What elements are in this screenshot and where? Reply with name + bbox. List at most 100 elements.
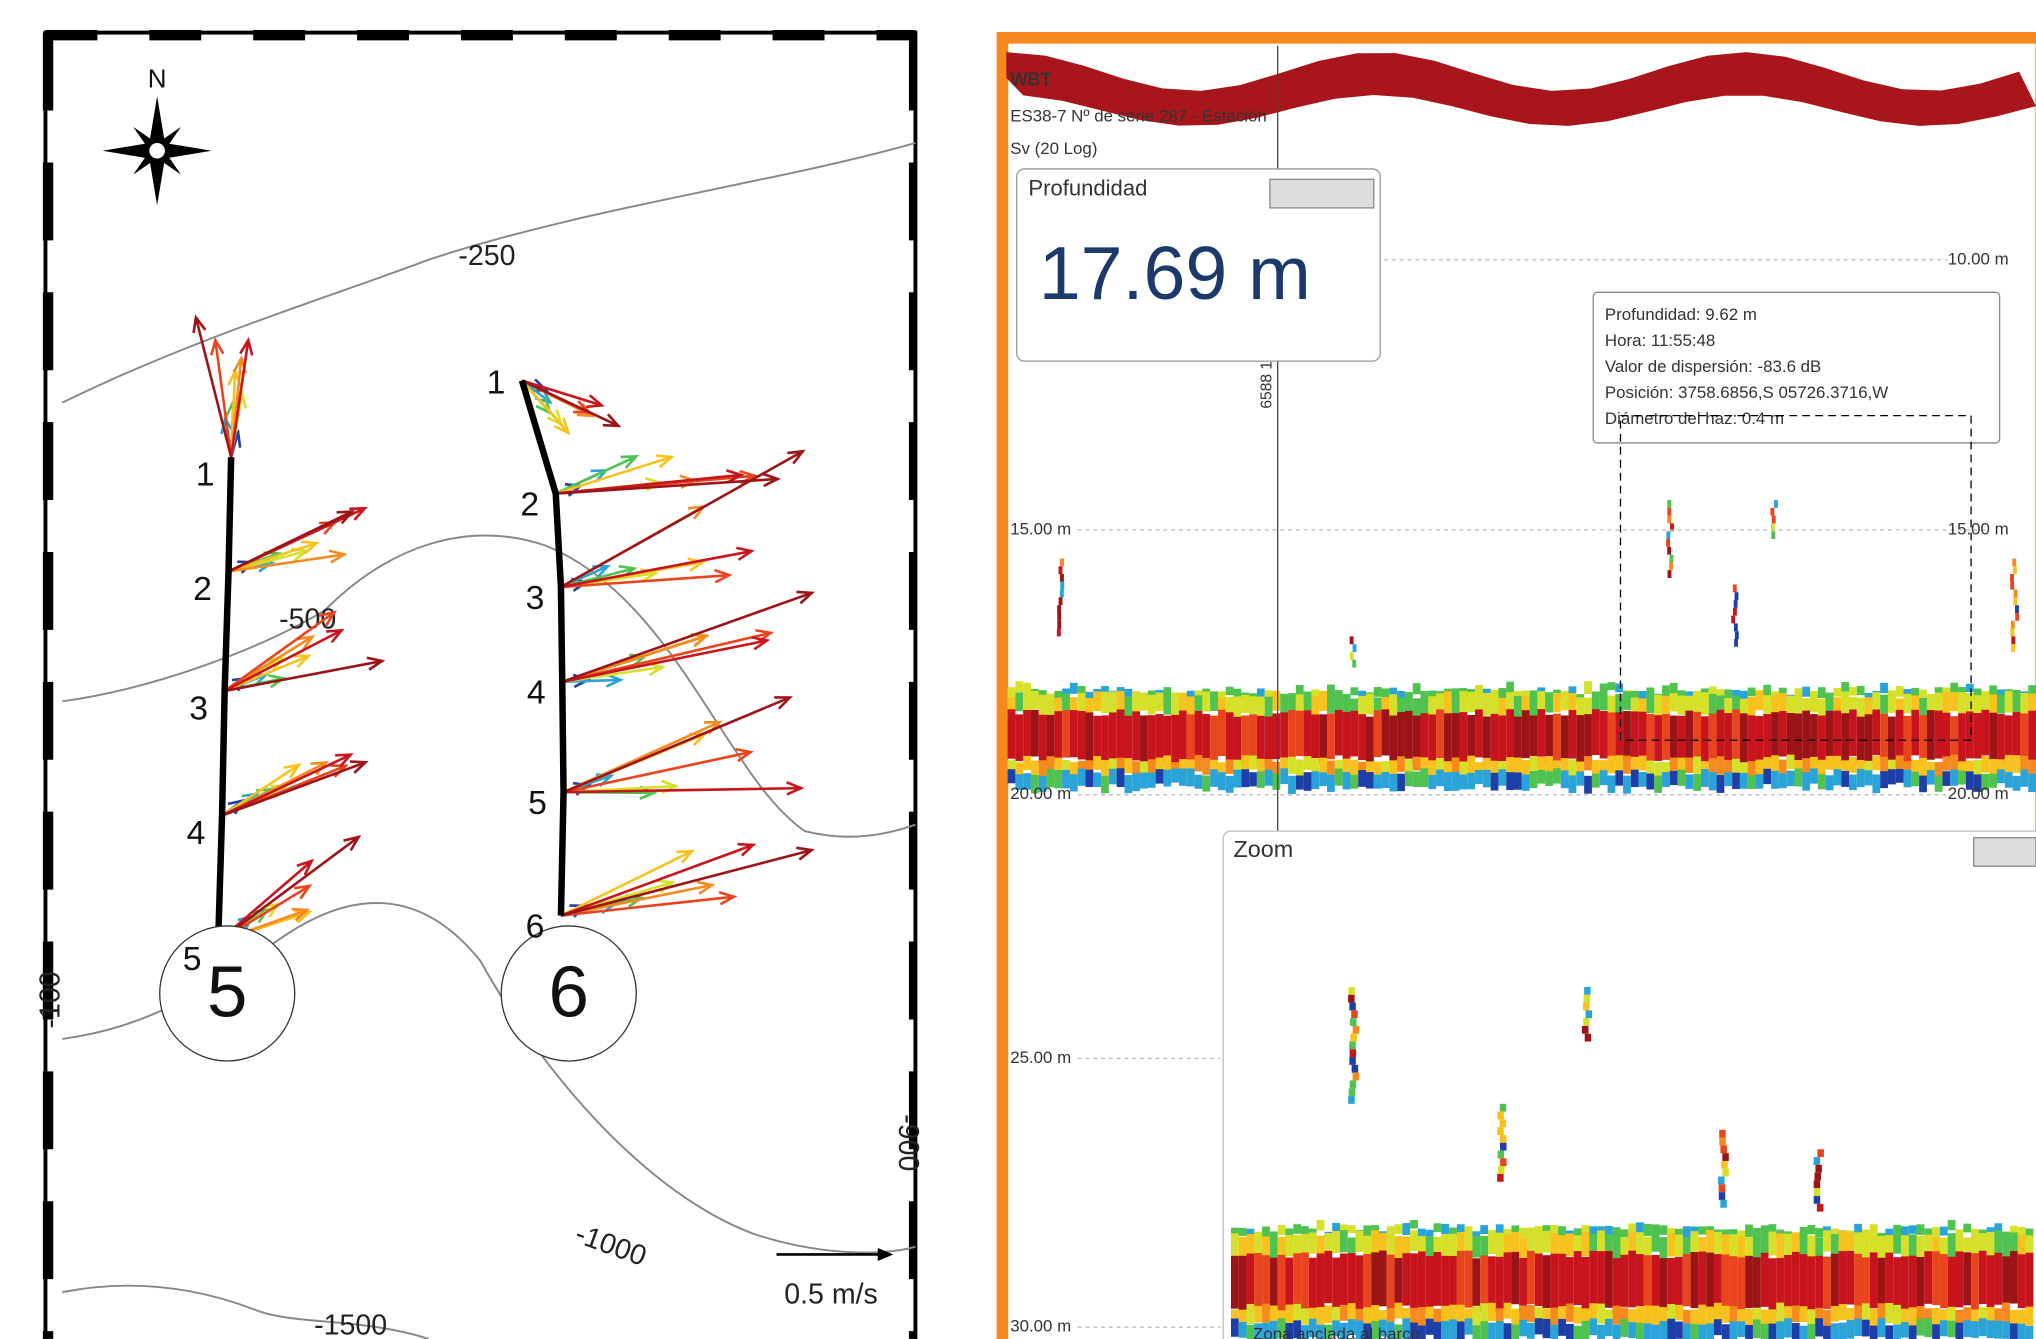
echo-cell [1857, 698, 1865, 718]
echo-cell [1654, 715, 1662, 761]
echo-cell [1413, 683, 1421, 694]
echo-cell [1327, 775, 1335, 792]
echo-cell [1794, 693, 1802, 713]
echo-cell [1652, 1255, 1660, 1307]
echo-cell [1730, 1256, 1738, 1309]
echo-cell [1826, 711, 1834, 760]
echo-target [1583, 1003, 1589, 1011]
echo-cell [1831, 1306, 1839, 1322]
echo-cell [1745, 1325, 1753, 1339]
echo-cell [1589, 1318, 1597, 1335]
echo-cell [1802, 687, 1810, 697]
echo-cell [1659, 1237, 1667, 1262]
echo-cell [1234, 696, 1242, 716]
echo-cell [1600, 711, 1608, 758]
echo-cell [1247, 1304, 1255, 1324]
echo-cell [2028, 694, 2036, 713]
echo-target [1817, 1149, 1823, 1157]
echo-cell [1924, 1319, 1932, 1337]
echo-cell [1109, 691, 1117, 713]
echo-cell [1234, 770, 1242, 788]
echo-cell [1582, 1232, 1590, 1257]
echo-cell [1257, 771, 1265, 787]
echo-cell [1997, 714, 2005, 762]
echo-cell [1740, 713, 1748, 762]
echo-target [1771, 531, 1775, 539]
echo-cell [1171, 715, 1179, 765]
echo-cell [1273, 713, 1281, 759]
echo-cell [1371, 1230, 1379, 1254]
echo-cell [1592, 774, 1600, 788]
echo-cell [1171, 696, 1179, 715]
echo-cell [1717, 775, 1725, 793]
echo-cell [1387, 1255, 1395, 1312]
echo-cell [2026, 1326, 2034, 1339]
echo-cell [1187, 768, 1195, 786]
echo-cell [1997, 769, 2005, 783]
echo-cell [1317, 1307, 1325, 1325]
echo-cell [1613, 1258, 1621, 1313]
echo-cell [1784, 1255, 1792, 1308]
echo-cell [1932, 1227, 1940, 1239]
echo-cell [1530, 756, 1538, 771]
panel-buttons[interactable] [1270, 179, 1374, 208]
echo-cell [1496, 1321, 1504, 1339]
echo-cell [1756, 691, 1764, 710]
echo-target [1735, 592, 1739, 600]
echo-cell [1124, 758, 1132, 773]
echo-cell [1389, 715, 1397, 765]
echo-cell [1784, 1318, 1792, 1337]
echo-cell [1823, 1326, 1831, 1339]
echo-cell [1841, 692, 1849, 715]
echo-cell [1163, 694, 1171, 715]
echo-cell [1558, 1226, 1566, 1236]
echo-cell [1893, 1305, 1901, 1324]
echo-cell [1854, 1319, 1862, 1336]
echo-cell [1389, 760, 1397, 775]
echo-cell [1366, 717, 1374, 767]
echo-cell [1511, 1252, 1519, 1304]
depth-label: 3 [526, 579, 545, 617]
echo-cell [1480, 1303, 1488, 1321]
echo-cell [1792, 1323, 1800, 1339]
tooltip-line: Profundidad: 9.62 m [1605, 305, 1757, 324]
echo-cell [1932, 1324, 1940, 1339]
echo-cell [1428, 714, 1436, 764]
echo-cell [1254, 1306, 1262, 1323]
echo-cell [1958, 713, 1966, 761]
echo-cell [1226, 759, 1234, 773]
echo-cell [1818, 774, 1826, 789]
echo-cell [1231, 1233, 1239, 1259]
echo-cell [1163, 755, 1171, 770]
echo-cell [1911, 772, 1919, 786]
echo-cell [2010, 1323, 2018, 1339]
echo-cell [1917, 1224, 1925, 1235]
zoom-buttons[interactable] [1974, 838, 2036, 867]
echo-target [1500, 1158, 1506, 1166]
echo-cell [1210, 769, 1218, 787]
echo-cell [1748, 688, 1756, 697]
echo-cell [1247, 1254, 1255, 1310]
echo-cell [1880, 695, 1888, 714]
echo-cell [1301, 1234, 1309, 1256]
echo-cell [1459, 774, 1467, 789]
echo-cell [1249, 714, 1257, 762]
echo-cell [1117, 768, 1125, 787]
echo-cell [1800, 1306, 1808, 1322]
echo-cell [1397, 774, 1405, 791]
echo-cell [1195, 711, 1203, 759]
echo-cell [1569, 710, 1577, 759]
zoom-footer: Zona anclada al barco [1253, 1324, 1420, 1339]
echo-cell [1966, 684, 1974, 692]
echo-cell [1917, 1319, 1925, 1336]
echo-cell [1662, 772, 1670, 787]
echo-target [2012, 558, 2016, 566]
echo-cell [1202, 691, 1210, 711]
contour-label: -1500 [314, 1310, 387, 1339]
echo-cell [1872, 692, 1880, 711]
echo-target [1814, 1188, 1820, 1196]
echo-target [1352, 1065, 1358, 1073]
echo-cell [1670, 693, 1678, 711]
echo-cell [1553, 768, 1561, 783]
echo-cell [1519, 1320, 1527, 1336]
